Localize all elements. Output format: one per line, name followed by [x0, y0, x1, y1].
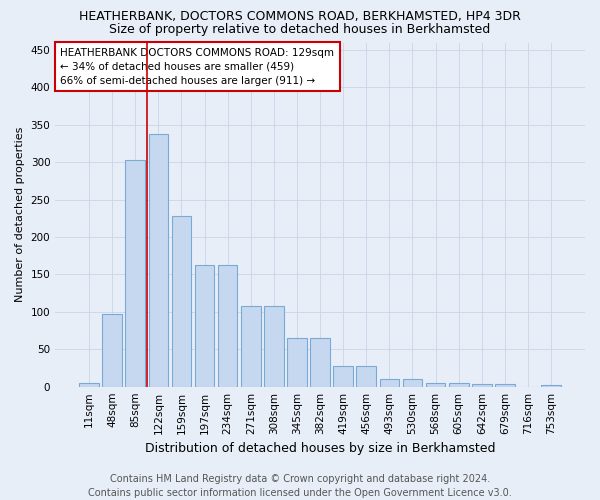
Bar	[356, 366, 376, 386]
Bar	[426, 383, 445, 386]
Bar	[310, 338, 330, 386]
Bar	[541, 385, 561, 386]
Text: Contains HM Land Registry data © Crown copyright and database right 2024.
Contai: Contains HM Land Registry data © Crown c…	[88, 474, 512, 498]
Bar	[195, 264, 214, 386]
Bar	[287, 338, 307, 386]
Text: HEATHERBANK DOCTORS COMMONS ROAD: 129sqm
← 34% of detached houses are smaller (4: HEATHERBANK DOCTORS COMMONS ROAD: 129sqm…	[61, 48, 334, 86]
Bar	[449, 383, 469, 386]
Bar	[172, 216, 191, 386]
Bar	[103, 314, 122, 386]
Bar	[472, 384, 491, 386]
Y-axis label: Number of detached properties: Number of detached properties	[15, 127, 25, 302]
Bar	[125, 160, 145, 386]
Bar	[218, 264, 238, 386]
Bar	[495, 384, 515, 386]
Text: Size of property relative to detached houses in Berkhamsted: Size of property relative to detached ho…	[109, 22, 491, 36]
Bar	[264, 306, 284, 386]
Bar	[149, 134, 168, 386]
Bar	[334, 366, 353, 386]
Bar	[380, 379, 399, 386]
Text: HEATHERBANK, DOCTORS COMMONS ROAD, BERKHAMSTED, HP4 3DR: HEATHERBANK, DOCTORS COMMONS ROAD, BERKH…	[79, 10, 521, 23]
Bar	[241, 306, 260, 386]
Bar	[403, 379, 422, 386]
Bar	[79, 383, 99, 386]
X-axis label: Distribution of detached houses by size in Berkhamsted: Distribution of detached houses by size …	[145, 442, 496, 455]
